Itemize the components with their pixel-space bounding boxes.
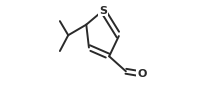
Text: O: O [137, 69, 146, 79]
Text: S: S [99, 6, 107, 16]
